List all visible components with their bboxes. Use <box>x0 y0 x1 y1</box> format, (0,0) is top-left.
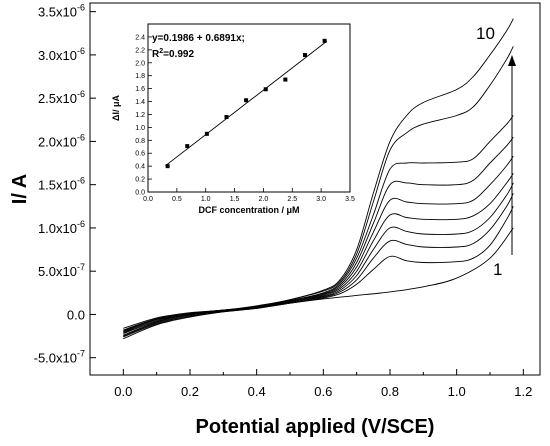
inset-x-tick-label: 0.0 <box>143 196 153 203</box>
main-y-tick-mantissa: 2.0x10 <box>38 134 77 149</box>
inset-equation: y=0.1986 + 0.6891x; <box>152 33 245 44</box>
inset-y-tick-label: 0.4 <box>135 164 145 171</box>
inset-y-tick-label: 0.2 <box>135 177 145 184</box>
curve-label-last: 10 <box>476 24 495 43</box>
voltammogram-curve-6 <box>123 155 514 334</box>
main-y-tick-mantissa: 0.0 <box>67 307 85 322</box>
main-x-axis-title: Potential applied (V/SCE) <box>196 416 435 438</box>
main-plot-frame <box>89 2 541 376</box>
inset-data-point <box>302 53 307 58</box>
inset-y-tick-label: 1.0 <box>135 125 145 132</box>
main-axis-ticks: 0.0 0.2 0.4 0.6 0.8 1.0 1.2-5.0x10-70.05.0x10-… <box>34 3 533 399</box>
inset-x-tick-label: 2.5 <box>287 196 297 203</box>
main-y-tick-mantissa: -5.0x10 <box>34 351 77 366</box>
curve-label-first: 1 <box>493 260 502 279</box>
main-y-tick-exponent: -6 <box>77 3 85 13</box>
main-x-tick-label: 0.2 <box>181 384 199 399</box>
voltammogram-curve-10 <box>123 18 514 329</box>
inset-data-point <box>185 144 190 149</box>
inset-x-tick-label: 2.0 <box>259 196 269 203</box>
inset-y-tick-label: 1.4 <box>135 99 145 106</box>
inset-y-tick-label: 0.0 <box>135 190 145 197</box>
main-y-tick-label: 3.5x10-6 <box>38 3 85 20</box>
inset-y-axis-title: ΔI/ μA <box>111 95 121 121</box>
inset-y-tick-label: 2.0 <box>135 60 145 67</box>
main-y-tick-label: 0.0 <box>67 307 85 322</box>
main-x-tick-label: 0.8 <box>381 384 399 399</box>
inset-r2-value: =0.992 <box>163 49 194 60</box>
inset-y-tick-label: 1.8 <box>135 73 145 80</box>
voltammogram-curve-4 <box>123 182 514 336</box>
main-y-tick-label: 3.0x10-6 <box>38 46 85 63</box>
main-y-tick-exponent: -7 <box>77 262 85 272</box>
inset-series-group <box>165 38 328 169</box>
inset-data-point <box>322 38 327 43</box>
main-y-tick-label: 2.0x10-6 <box>38 132 85 149</box>
main-x-tick-label: 1.0 <box>448 384 466 399</box>
main-y-tick-label: 2.5x10-6 <box>38 89 85 106</box>
main-y-tick-mantissa: 5.0x10 <box>38 264 77 279</box>
main-y-tick-exponent: -6 <box>77 219 85 229</box>
inset-x-tick-label: 1.0 <box>201 196 211 203</box>
inset-x-axis-title: DCF concentration / μM <box>198 205 299 215</box>
inset-y-tick-label: 2.4 <box>135 34 145 41</box>
inset-axis-ticks: 0.0 0.5 1.0 1.5 2.0 2.5 3.0 3.5 0.0 0.2 0.4 0.6 0.8 1… <box>135 34 355 203</box>
inset-y-tick-label: 2.2 <box>135 47 145 54</box>
main-y-tick-mantissa: 3.5x10 <box>38 5 77 20</box>
inset-x-tick-label: 3.0 <box>316 196 326 203</box>
inset-y-tick-label: 1.2 <box>135 112 145 119</box>
inset-x-tick-label: 1.5 <box>230 196 240 203</box>
main-y-tick-label: 5.0x10-7 <box>38 262 85 279</box>
main-y-tick-label: -5.0x10-7 <box>34 349 85 366</box>
inset-x-tick-label: 0.5 <box>172 196 182 203</box>
inset-background <box>148 24 350 192</box>
inset-r2-symbol: R <box>152 49 160 60</box>
inset-x-tick-label: 3.5 <box>345 196 355 203</box>
main-x-tick-label: 1.2 <box>514 384 532 399</box>
inset-data-point <box>204 131 209 136</box>
main-x-tick-label: 0.0 <box>114 384 132 399</box>
main-series-group <box>123 18 514 340</box>
main-x-tick-label: 0.4 <box>248 384 266 399</box>
voltammogram-curve-1 <box>123 227 514 340</box>
main-y-tick-mantissa: 2.5x10 <box>38 91 77 106</box>
inset-plot-frame <box>147 23 351 193</box>
main-y-tick-exponent: -6 <box>77 132 85 142</box>
main-y-tick-exponent: -6 <box>77 176 85 186</box>
main-y-tick-label: 1.0x10-6 <box>38 219 85 236</box>
main-y-tick-label: 1.5x10-6 <box>38 176 85 193</box>
main-y-axis-title: I/ A <box>9 174 31 204</box>
inset-data-point <box>224 115 229 120</box>
main-y-tick-exponent: -7 <box>77 349 85 359</box>
main-x-tick-label: 0.6 <box>314 384 332 399</box>
inset-r2: R2=0.992 <box>152 48 194 60</box>
trend-arrow <box>508 55 516 255</box>
inset-fit-line <box>165 40 328 167</box>
inset-r2-sup: 2 <box>159 48 163 55</box>
main-y-tick-exponent: -6 <box>77 46 85 56</box>
main-y-tick-mantissa: 1.5x10 <box>38 178 77 193</box>
main-y-tick-mantissa: 1.0x10 <box>38 221 77 236</box>
main-y-tick-mantissa: 3.0x10 <box>38 48 77 63</box>
inset-data-point <box>283 77 288 82</box>
main-y-tick-exponent: -6 <box>77 89 85 99</box>
inset-data-point <box>165 164 170 169</box>
inset-y-tick-label: 1.6 <box>135 86 145 93</box>
voltammogram-curve-2 <box>123 206 514 338</box>
inset-data-point <box>244 98 249 103</box>
inset-data-point <box>263 87 268 92</box>
inset-y-tick-label: 0.8 <box>135 138 145 145</box>
inset-y-tick-label: 0.6 <box>135 151 145 158</box>
